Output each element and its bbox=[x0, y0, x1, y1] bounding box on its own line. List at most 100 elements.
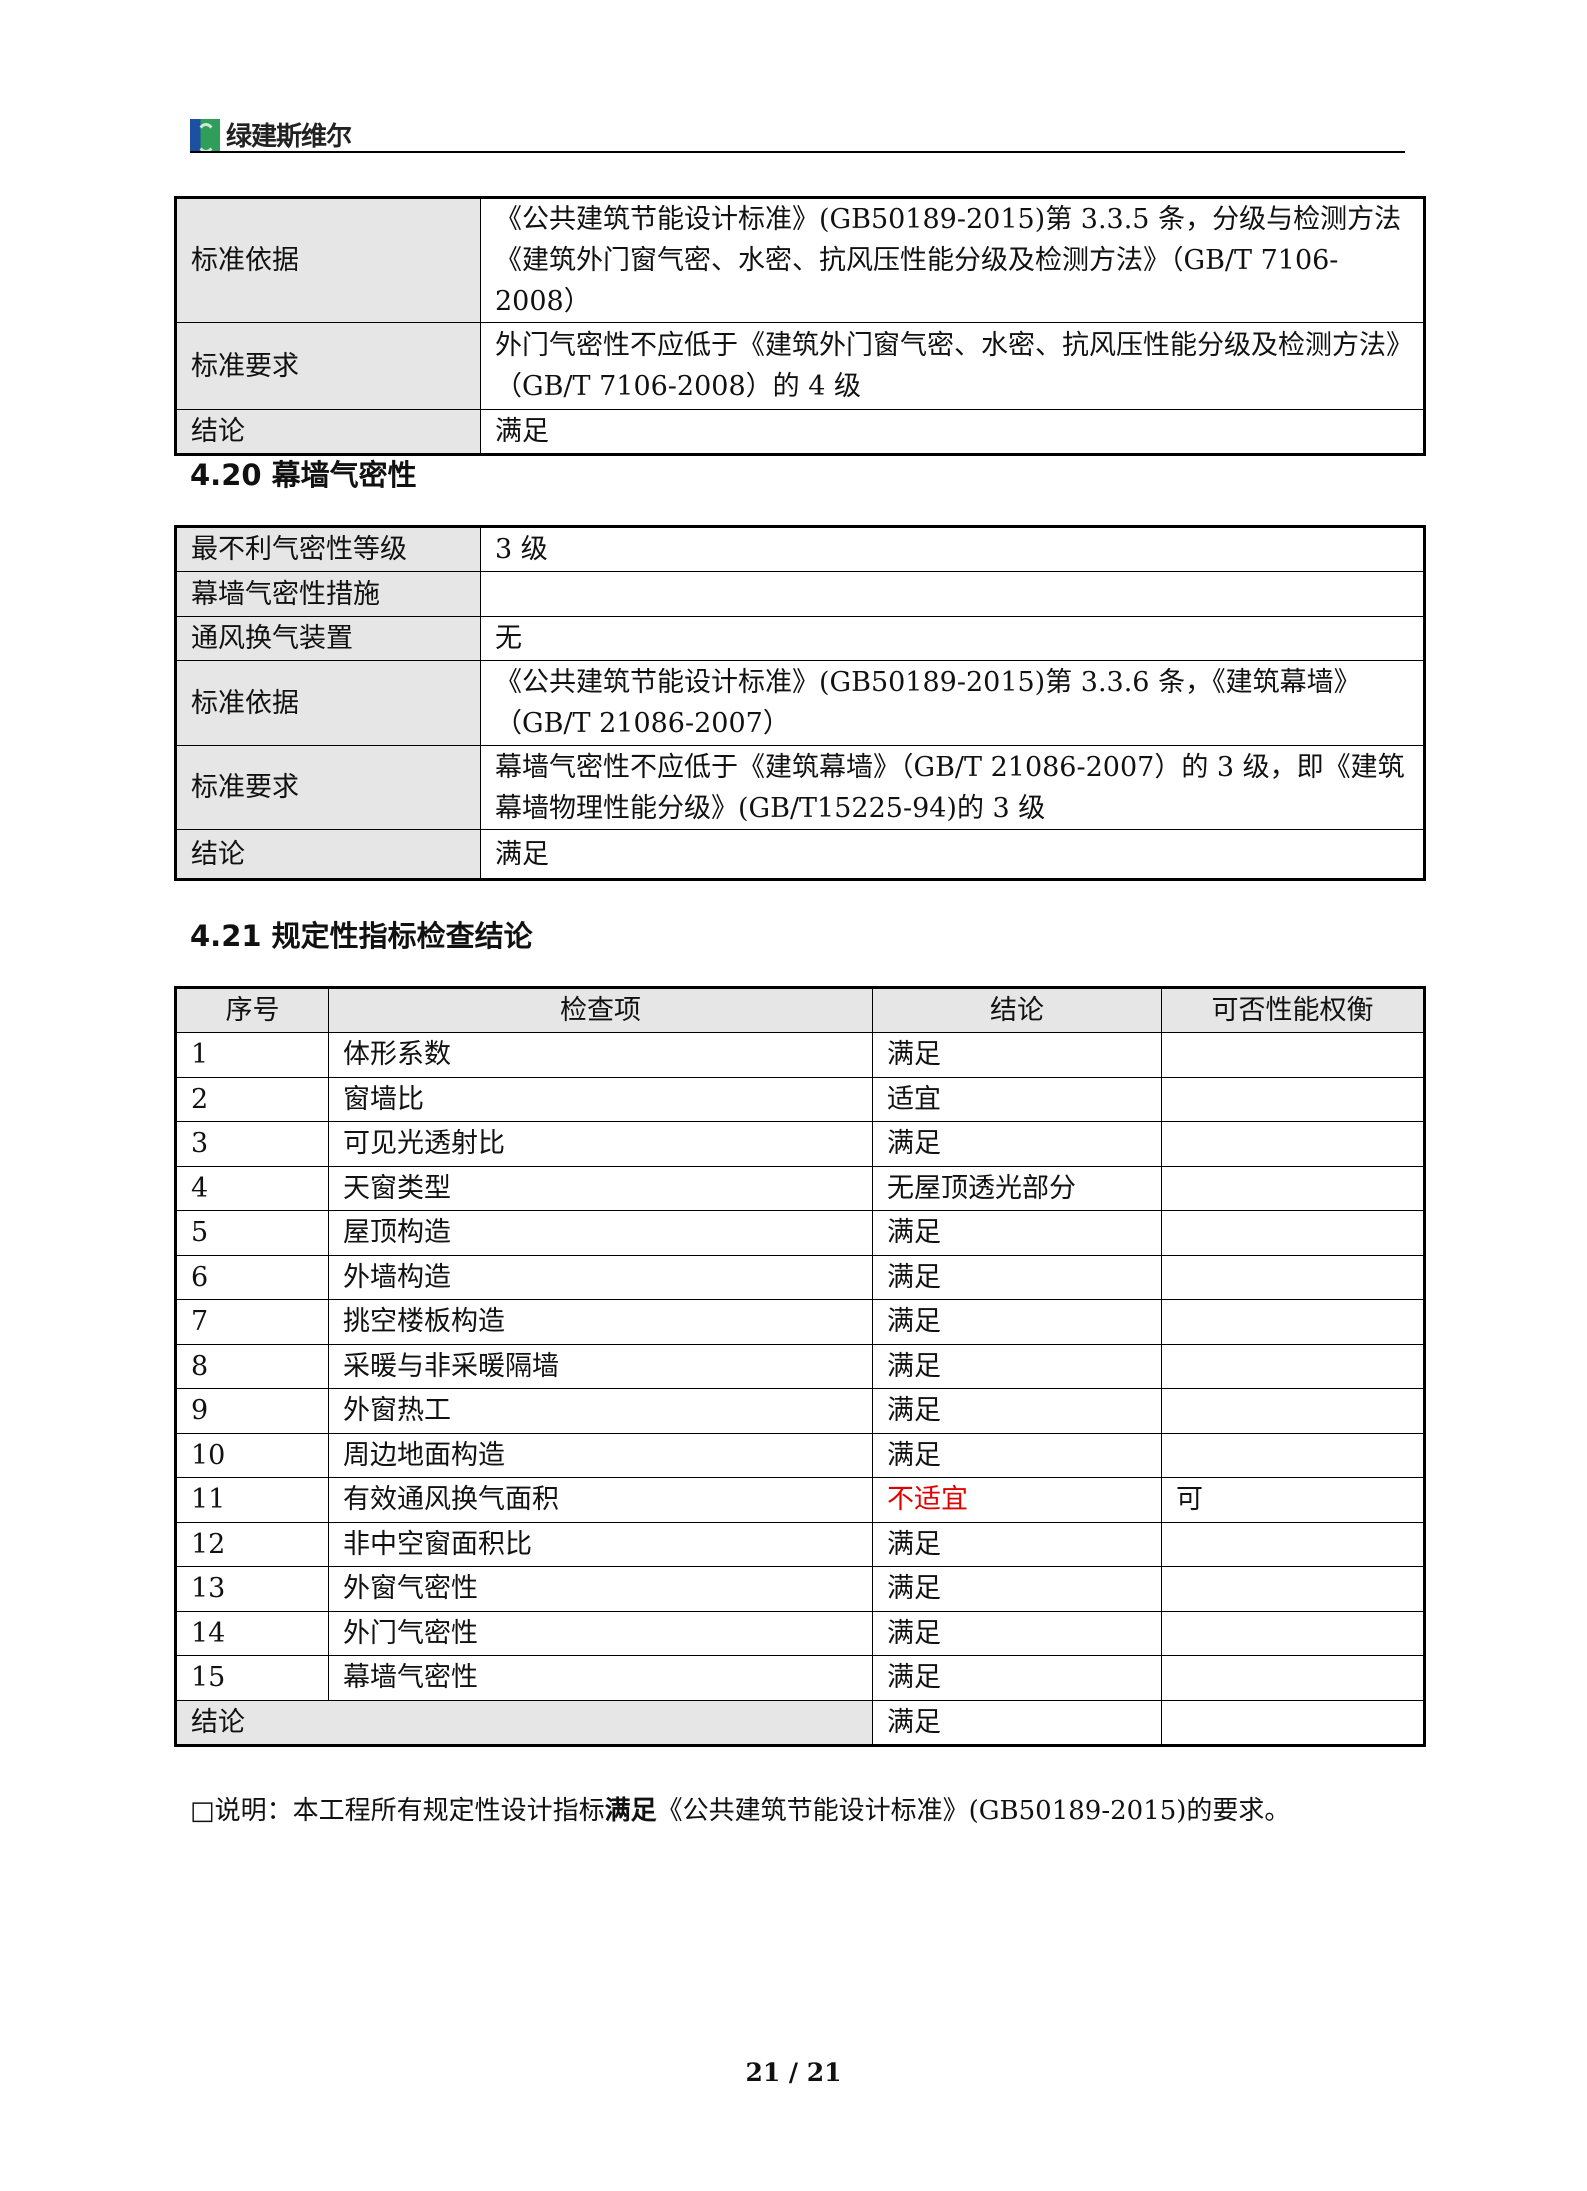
cell-index: 5 bbox=[175, 1210, 329, 1256]
logo-icon bbox=[190, 118, 220, 153]
cell-value: 满足 bbox=[480, 409, 1425, 455]
cell-item: 采暖与非采暖隔墙 bbox=[328, 1343, 873, 1389]
summary-value: 满足 bbox=[872, 1699, 1162, 1746]
cell-index: 15 bbox=[175, 1655, 329, 1701]
cell-tradeoff bbox=[1161, 1032, 1425, 1078]
door-airtightness-table: 标准依据 《公共建筑节能设计标准》(GB50189-2015)第 3.3.5 条，… bbox=[174, 196, 1426, 456]
explanation-note: □说明：本工程所有规定性设计指标满足《公共建筑节能设计标准》(GB50189-2… bbox=[190, 1790, 1290, 1827]
table-row: 2 窗墙比 适宜 bbox=[175, 1076, 1425, 1122]
cell-result: 满足 bbox=[872, 1299, 1162, 1345]
cell-tradeoff bbox=[1161, 1566, 1425, 1612]
header-item: 检查项 bbox=[328, 987, 873, 1033]
cell-tradeoff bbox=[1161, 1299, 1425, 1345]
cell-item: 外门气密性 bbox=[328, 1610, 873, 1656]
table-row: 6 外墙构造 满足 bbox=[175, 1254, 1425, 1300]
cell-tradeoff bbox=[1161, 1388, 1425, 1434]
cell-result: 满足 bbox=[872, 1655, 1162, 1701]
cell-result: 满足 bbox=[872, 1210, 1162, 1256]
table-row: 5 屋顶构造 满足 bbox=[175, 1210, 1425, 1256]
table-row: 13 外窗气密性 满足 bbox=[175, 1566, 1425, 1612]
cell-label: 结论 bbox=[175, 409, 481, 455]
summary-label: 结论 bbox=[175, 1699, 873, 1746]
cell-label: 标准要求 bbox=[175, 745, 481, 830]
cell-result: 满足 bbox=[872, 1343, 1162, 1389]
cell-value: 幕墙气密性不应低于《建筑幕墙》（GB/T 21086-2007）的 3 级，即《… bbox=[480, 745, 1425, 830]
note-bold: 满足 bbox=[604, 1796, 657, 1826]
section-heading-4-20: 4.20 幕墙气密性 bbox=[190, 458, 417, 492]
cell-value: 无 bbox=[480, 616, 1425, 661]
cell-result: 满足 bbox=[872, 1521, 1162, 1567]
table-header-row: 序号 检查项 结论 可否性能权衡 bbox=[175, 987, 1425, 1033]
cell-item: 可见光透射比 bbox=[328, 1121, 873, 1167]
cell-result: 满足 bbox=[872, 1388, 1162, 1434]
cell-index: 6 bbox=[175, 1254, 329, 1300]
summary-row: 结论 满足 bbox=[175, 1699, 1425, 1746]
table-row: 9 外窗热工 满足 bbox=[175, 1388, 1425, 1434]
cell-tradeoff bbox=[1161, 1210, 1425, 1256]
cell-label: 标准依据 bbox=[175, 197, 481, 323]
cell-item: 体形系数 bbox=[328, 1032, 873, 1078]
cell-label: 标准要求 bbox=[175, 322, 481, 410]
cell-index: 3 bbox=[175, 1121, 329, 1167]
cell-index: 10 bbox=[175, 1432, 329, 1478]
table-row: 3 可见光透射比 满足 bbox=[175, 1121, 1425, 1167]
cell-index: 9 bbox=[175, 1388, 329, 1434]
cell-result: 满足 bbox=[872, 1610, 1162, 1656]
cell-tradeoff bbox=[1161, 1655, 1425, 1701]
header-divider bbox=[190, 151, 1405, 153]
table-row: 10 周边地面构造 满足 bbox=[175, 1432, 1425, 1478]
cell-value: 《公共建筑节能设计标准》(GB50189-2015)第 3.3.5 条，分级与检… bbox=[480, 197, 1425, 323]
cell-index: 14 bbox=[175, 1610, 329, 1656]
cell-item: 天窗类型 bbox=[328, 1165, 873, 1211]
cell-result: 满足 bbox=[872, 1254, 1162, 1300]
cell-label: 通风换气装置 bbox=[175, 616, 481, 661]
cell-value: 外门气密性不应低于《建筑外门窗气密、水密、抗风压性能分级及检测方法》（GB/T … bbox=[480, 322, 1425, 410]
section-heading-4-21: 4.21 规定性指标检查结论 bbox=[190, 919, 533, 953]
cell-tradeoff bbox=[1161, 1432, 1425, 1478]
cell-label: 幕墙气密性措施 bbox=[175, 571, 481, 617]
cell-label: 最不利气密性等级 bbox=[175, 526, 481, 572]
cell-value: 满足 bbox=[480, 829, 1425, 880]
cell-tradeoff: 可 bbox=[1161, 1477, 1425, 1523]
cell-index: 2 bbox=[175, 1076, 329, 1122]
note-suffix: 《公共建筑节能设计标准》(GB50189-2015)的要求。 bbox=[656, 1796, 1291, 1826]
cell-tradeoff bbox=[1161, 1521, 1425, 1567]
cell-result: 满足 bbox=[872, 1121, 1162, 1167]
cell-item: 挑空楼板构造 bbox=[328, 1299, 873, 1345]
table-row: 14 外门气密性 满足 bbox=[175, 1610, 1425, 1656]
table-row: 11 有效通风换气面积 不适宜可 bbox=[175, 1477, 1425, 1523]
header-result: 结论 bbox=[872, 987, 1162, 1033]
check-summary-table: 序号 检查项 结论 可否性能权衡 1 体形系数 满足 2 窗墙比 适宜 3 可见光透射比 满足 4… bbox=[174, 986, 1426, 1747]
cell-result: 满足 bbox=[872, 1432, 1162, 1478]
cell-value: 《公共建筑节能设计标准》(GB50189-2015)第 3.3.6 条，《建筑幕… bbox=[480, 660, 1425, 746]
table-row: 4 天窗类型 无屋顶透光部分 bbox=[175, 1165, 1425, 1211]
header-index: 序号 bbox=[175, 987, 329, 1033]
summary-tradeoff bbox=[1161, 1699, 1425, 1746]
table-row: 15 幕墙气密性 满足 bbox=[175, 1655, 1425, 1701]
cell-result: 不适宜 bbox=[872, 1477, 1162, 1523]
cell-result: 满足 bbox=[872, 1032, 1162, 1078]
cell-tradeoff bbox=[1161, 1165, 1425, 1211]
cell-label: 标准依据 bbox=[175, 660, 481, 746]
cell-label: 结论 bbox=[175, 829, 481, 880]
table-row: 12 非中空窗面积比 满足 bbox=[175, 1521, 1425, 1567]
cell-value: 3 级 bbox=[480, 526, 1425, 572]
cell-tradeoff bbox=[1161, 1254, 1425, 1300]
cell-item: 外窗热工 bbox=[328, 1388, 873, 1434]
cell-index: 12 bbox=[175, 1521, 329, 1567]
cell-result: 无屋顶透光部分 bbox=[872, 1165, 1162, 1211]
header-tradeoff: 可否性能权衡 bbox=[1161, 987, 1425, 1033]
cell-index: 13 bbox=[175, 1566, 329, 1612]
cell-index: 11 bbox=[175, 1477, 329, 1523]
cell-tradeoff bbox=[1161, 1343, 1425, 1389]
table-row: 8 采暖与非采暖隔墙 满足 bbox=[175, 1343, 1425, 1389]
cell-item: 外墙构造 bbox=[328, 1254, 873, 1300]
brand-logo: 绿建斯维尔 bbox=[190, 116, 352, 153]
cell-index: 8 bbox=[175, 1343, 329, 1389]
cell-item: 屋顶构造 bbox=[328, 1210, 873, 1256]
cell-tradeoff bbox=[1161, 1076, 1425, 1122]
cell-item: 外窗气密性 bbox=[328, 1566, 873, 1612]
cell-tradeoff bbox=[1161, 1610, 1425, 1656]
logo-text: 绿建斯维尔 bbox=[226, 122, 352, 152]
